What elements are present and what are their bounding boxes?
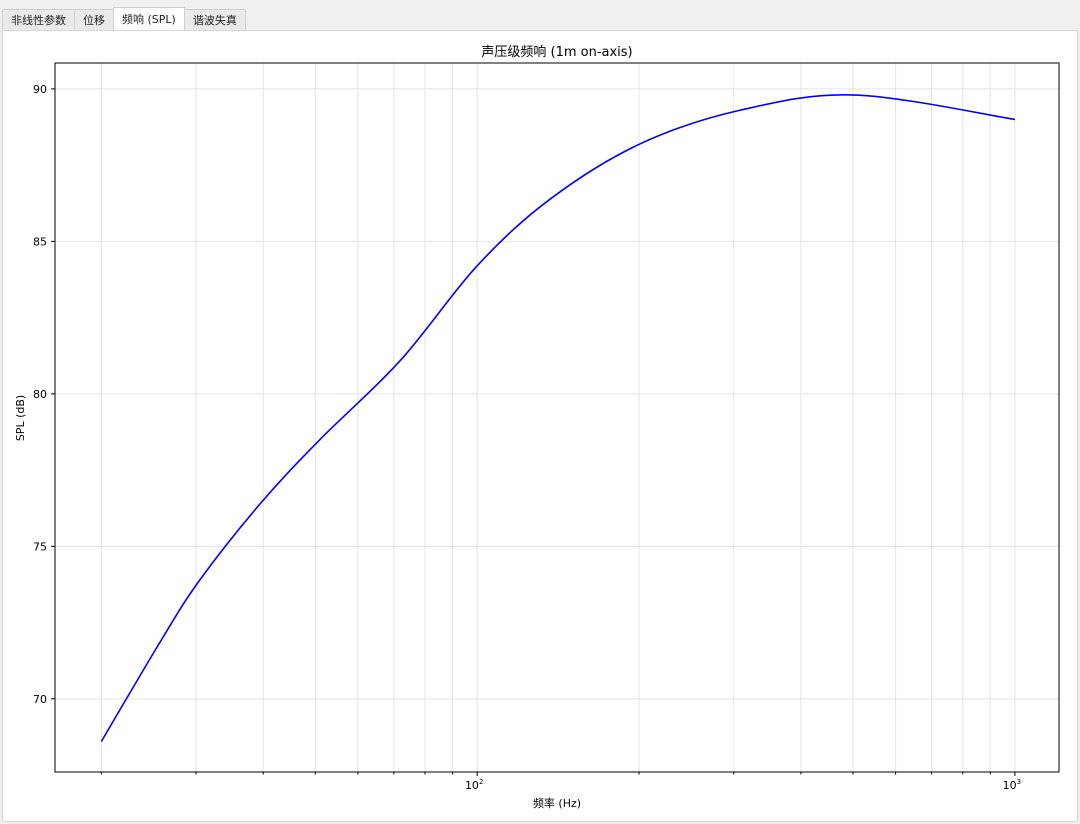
tab-nonlinear-params[interactable]: 非线性参数 — [2, 9, 75, 30]
y-tick-label: 90 — [33, 83, 47, 96]
y-tick-label: 70 — [33, 693, 47, 706]
y-tick-label: 85 — [33, 235, 47, 248]
y-tick-label: 80 — [33, 388, 47, 401]
tab-harmonic-distortion[interactable]: 谐波失真 — [183, 9, 246, 30]
plot-frame — [54, 62, 1060, 773]
tab-bar: 非线性参数 位移 频响 (SPL) 谐波失真 — [2, 7, 246, 30]
y-tick-label: 75 — [33, 540, 47, 553]
x-tick-exponent: 3 — [1017, 778, 1021, 786]
tab-frequency-response[interactable]: 频响 (SPL) — [113, 7, 185, 30]
x-tick-label: 103 — [1003, 778, 1021, 792]
chart-pane — [2, 30, 1078, 822]
x-tick-exponent: 2 — [479, 778, 483, 786]
y-axis-label: SPL (dB) — [14, 395, 27, 441]
x-axis-label: 频率 (Hz) — [533, 796, 581, 810]
chart-title: 声压级频响 (1m on-axis) — [481, 44, 632, 60]
series-line — [100, 94, 1015, 742]
x-tick-label: 102 — [465, 778, 483, 792]
